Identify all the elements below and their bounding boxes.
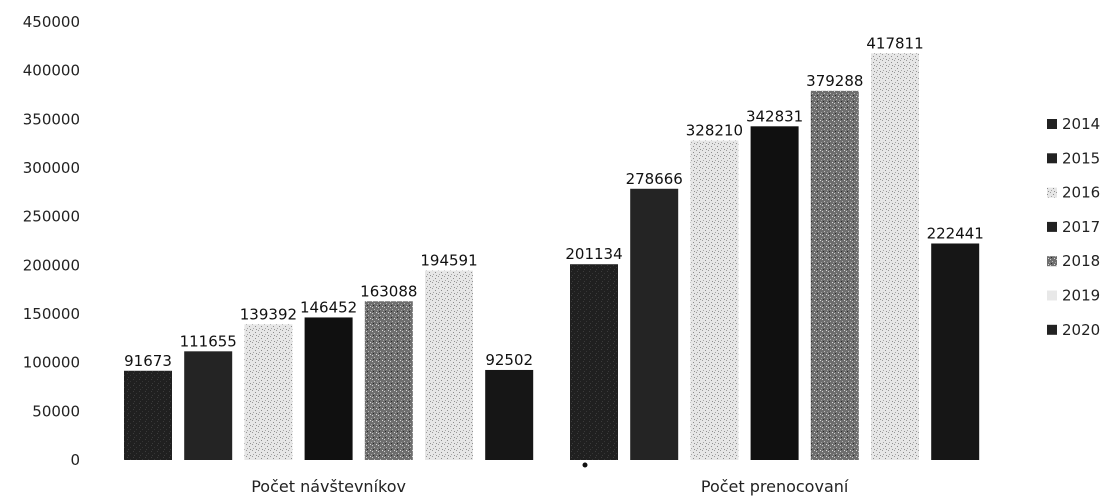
data-label: 328210 <box>686 122 743 140</box>
legend-entry: 2015 <box>1062 149 1100 167</box>
y-tick-label: 400000 <box>23 62 80 80</box>
stray-dot-mark <box>582 462 588 468</box>
legend-swatch <box>1047 290 1057 301</box>
data-label: 417811 <box>866 34 923 52</box>
data-label: 92502 <box>485 351 533 369</box>
category-labels: Počet návštevníkov Počet prenocovaní <box>251 477 849 496</box>
legend-swatch <box>1047 119 1057 129</box>
legend-swatch <box>1047 221 1057 232</box>
bar-2016-navstevnici <box>244 324 293 460</box>
legend-entry: 2018 <box>1062 252 1100 270</box>
y-tick-label: 100000 <box>23 354 80 372</box>
legend-entry: 2014 <box>1062 115 1100 133</box>
bar-2015-prenocovania <box>630 188 679 461</box>
data-label: 91673 <box>124 352 172 370</box>
y-tick-label: 150000 <box>23 305 80 323</box>
y-tick-label: 300000 <box>23 159 80 177</box>
legend-swatch <box>1047 324 1057 335</box>
y-tick-label: 250000 <box>23 208 80 226</box>
bar-2015-navstevnici <box>184 351 233 460</box>
data-label: 146452 <box>300 298 357 316</box>
y-tick-label: 450000 <box>23 13 80 31</box>
bars <box>124 53 980 461</box>
legend-entry: 2020 <box>1062 321 1100 339</box>
legend-entry: 2019 <box>1062 287 1100 305</box>
legend-swatch <box>1047 256 1057 267</box>
bar-2020-prenocovania <box>931 243 980 460</box>
bar-2014-navstevnici <box>124 370 172 460</box>
bar-2014-prenocovania <box>570 264 618 460</box>
bar-2018-navstevnici <box>364 301 413 460</box>
data-label: 222441 <box>927 224 984 242</box>
legend-swatch <box>1047 187 1057 198</box>
data-label: 342831 <box>746 107 803 125</box>
legend-swatch <box>1047 153 1057 164</box>
bar-2017-prenocovania <box>750 126 799 460</box>
y-axis: 0 50000 100000 150000 200000 250000 300000 3500… <box>23 13 80 469</box>
data-label: 379288 <box>806 72 863 90</box>
bar-2018-prenocovania <box>810 90 859 460</box>
data-label: 111655 <box>180 332 237 350</box>
data-label: 139392 <box>240 305 297 323</box>
y-tick-label: 200000 <box>23 256 80 274</box>
y-tick-label: 0 <box>70 451 80 469</box>
bar-2016-prenocovania <box>690 140 739 460</box>
y-tick-label: 350000 <box>23 110 80 128</box>
data-label: 194591 <box>420 252 477 270</box>
legend-entry: 2016 <box>1062 184 1100 202</box>
category-label: Počet prenocovaní <box>701 477 849 496</box>
data-label: 278666 <box>626 170 683 188</box>
y-tick-label: 50000 <box>32 402 80 420</box>
bar-2019-prenocovania <box>871 53 919 460</box>
legend-entry: 2017 <box>1062 218 1100 236</box>
bar-2019-navstevnici <box>425 270 473 460</box>
data-label: 163088 <box>360 282 417 300</box>
bar-2020-navstevnici <box>485 369 534 460</box>
bar-2017-navstevnici <box>304 317 353 460</box>
data-label: 201134 <box>565 245 622 263</box>
legend: 2014 2015 2016 2017 2018 2019 2020 <box>1047 115 1100 339</box>
category-label: Počet návštevníkov <box>251 477 406 496</box>
